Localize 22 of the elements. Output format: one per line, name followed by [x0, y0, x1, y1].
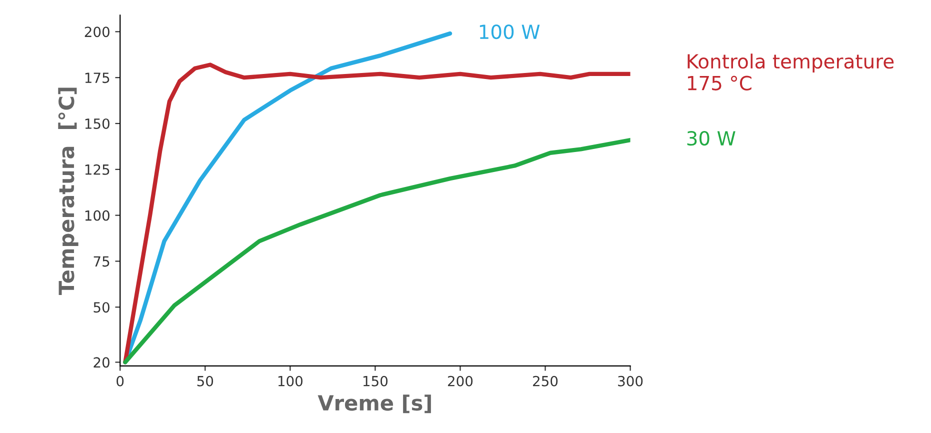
- x-tick-label: 250: [533, 376, 558, 386]
- y-tick-label: 50: [94, 302, 110, 313]
- x-tick-label: 100: [278, 376, 302, 386]
- x-tick-label: 50: [197, 376, 214, 386]
- text: Kontrola temperature 175 °C: [688, 54, 894, 90]
- y-tick-label: 150: [85, 118, 110, 129]
- y-axis-title: Temperatura [°C]: [58, 88, 78, 295]
- y-tick-label: 75: [94, 256, 110, 267]
- y-tick-label: 125: [85, 164, 110, 175]
- x-tick-label: 200: [448, 376, 473, 386]
- y-tick-label: 100: [85, 210, 110, 221]
- y-tick-label: 20: [94, 357, 110, 368]
- y-tick-label: 175: [85, 72, 110, 84]
- x-axis-title: Vreme [s]: [318, 394, 431, 414]
- line-series: [123, 62, 630, 364]
- x-tick-label: 0: [116, 376, 124, 386]
- text: 30 W: [687, 130, 736, 146]
- line-series: [123, 138, 630, 364]
- x-tick-label: 150: [363, 376, 388, 386]
- x-tick-label: 300: [618, 376, 643, 386]
- y-tick-label: 200: [84, 26, 110, 38]
- series-label: 100 W: [480, 24, 540, 40]
